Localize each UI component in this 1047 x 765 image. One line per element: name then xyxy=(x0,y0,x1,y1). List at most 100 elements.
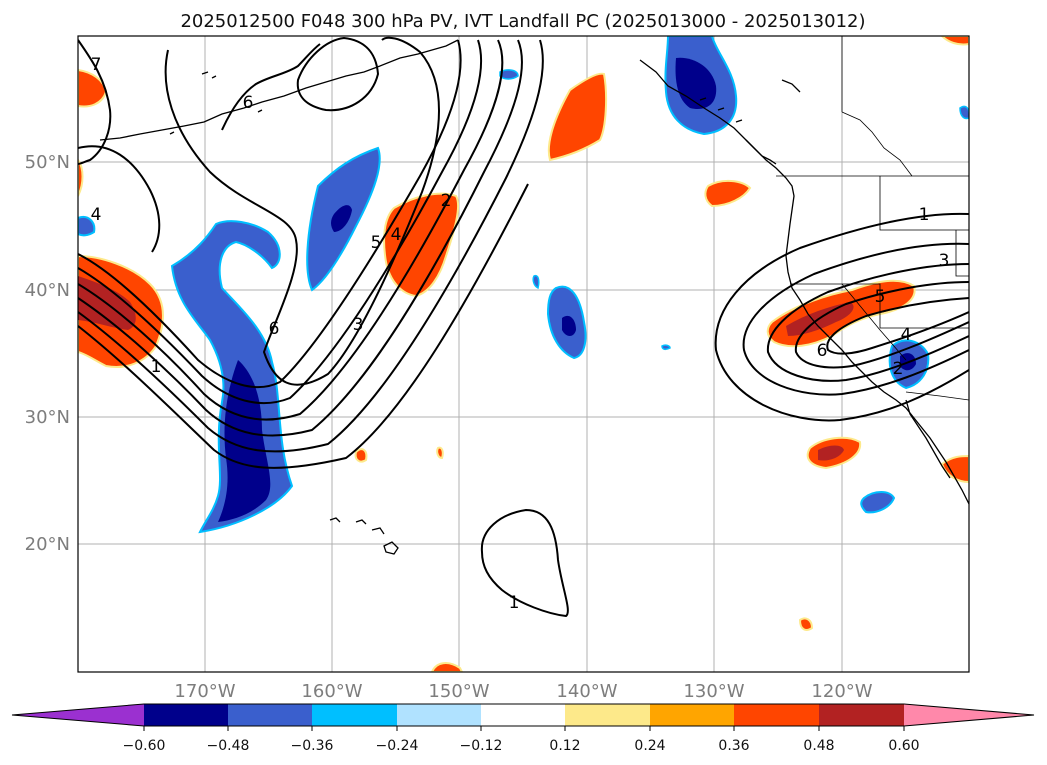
lon-label-130w: 130°W xyxy=(683,681,744,702)
contour-south-loop xyxy=(480,508,569,618)
contour-label-1-south: 1 xyxy=(509,593,520,613)
contour-east-2 xyxy=(742,242,969,396)
ivt-patch-small-3 xyxy=(798,617,814,631)
state-border-3 xyxy=(955,230,969,277)
alaska-peninsula-coast xyxy=(99,65,381,141)
contour-trough-5 xyxy=(78,39,544,453)
colorbar-bin-6 xyxy=(565,704,650,726)
contour-label-6-trough: 6 xyxy=(269,319,280,339)
colorbar-tick-label: 0.60 xyxy=(888,738,919,754)
contour-label-3-trough: 3 xyxy=(353,315,364,335)
vancouver-island xyxy=(745,139,777,165)
lon-label-160w: 160°W xyxy=(301,681,362,702)
map-border xyxy=(77,35,970,673)
pv-patch-small-4 xyxy=(959,105,969,120)
colorbar-tick-label: 0.48 xyxy=(803,738,834,754)
contour-label-6-east: 6 xyxy=(817,341,828,361)
colorbar-bin-5 xyxy=(481,704,565,726)
ivt-patch-southeast-core xyxy=(818,445,844,461)
colorbar-tick-label: −0.60 xyxy=(123,738,166,754)
lon-label-150w: 150°W xyxy=(428,681,489,702)
ivt-patch-small-1 xyxy=(354,448,368,463)
contour-label-2-east: 2 xyxy=(893,359,904,379)
colorbar-tick-label: 0.12 xyxy=(549,738,580,754)
alaska-coast xyxy=(379,39,459,67)
contour-trough-6 xyxy=(78,183,529,469)
contour-6-nw xyxy=(221,43,321,131)
pv-streamer-central-core xyxy=(218,360,271,522)
ivt-patch-northeast-edge xyxy=(940,36,969,46)
contour-east-4 xyxy=(794,281,969,369)
contour-label-5-central: 5 xyxy=(371,233,382,253)
pv-contours xyxy=(78,36,969,618)
contour-trough-3 xyxy=(78,39,504,421)
contour-label-4-east: 4 xyxy=(901,325,912,345)
contour-label-2-central: 2 xyxy=(441,191,452,211)
contour-label-4-central: 4 xyxy=(391,225,402,245)
pv-patch-a-core xyxy=(331,205,352,232)
colorbar-extend-low xyxy=(12,704,144,726)
pv-patch-b-core xyxy=(562,315,576,336)
colorbar-tick-label: 0.36 xyxy=(718,738,749,754)
colorbar-bin-9 xyxy=(819,704,904,726)
pv-patch-baja xyxy=(860,491,896,514)
colorbar-bin-7 xyxy=(650,704,734,726)
coastlines xyxy=(99,39,969,555)
colorbar-bin-1 xyxy=(144,704,228,726)
ivt-patch-mid-east xyxy=(704,180,752,208)
colorbar-extend-high xyxy=(904,704,1034,726)
pv-patch-small-3 xyxy=(661,344,671,351)
pv-patch-west-edge xyxy=(78,216,96,237)
mexico-border xyxy=(905,391,969,401)
contour-label-4-west: 4 xyxy=(91,205,102,225)
contour-label-3-east: 3 xyxy=(939,251,950,271)
contour-trough-4 xyxy=(78,39,523,437)
pv-patch-small-1 xyxy=(499,69,519,80)
lat-label-20n: 20°N xyxy=(25,534,70,555)
colorbar: −0.60 −0.48 −0.36 −0.24 −0.12 0.12 0.24 … xyxy=(11,703,1035,754)
state-border-5 xyxy=(841,283,907,361)
lon-label-140w: 140°W xyxy=(556,681,617,702)
contour-label-7: 7 xyxy=(91,55,102,75)
state-border-4 xyxy=(790,283,969,329)
contour-label-1-east: 1 xyxy=(919,205,930,225)
colorbar-tick-label: −0.24 xyxy=(376,738,419,754)
ivt-patch-north-central xyxy=(547,72,608,162)
lat-label-30n: 30°N xyxy=(25,407,70,428)
colorbar-tick-label: −0.12 xyxy=(460,738,503,754)
contour-large-loop xyxy=(164,36,440,386)
ivt-patch-small-2 xyxy=(436,446,444,460)
colorbar-bin-4 xyxy=(397,704,481,726)
contour-east-1 xyxy=(714,212,969,422)
baja-coast xyxy=(905,399,951,479)
map-title: 2025012500 F048 300 hPa PV, IVT Landfall… xyxy=(180,11,865,32)
contour-east-3 xyxy=(766,263,969,382)
pacific-northwest-coast xyxy=(639,59,969,505)
state-border-2 xyxy=(841,111,913,177)
contour-inner-west xyxy=(78,39,112,165)
contour-label-1-west: 1 xyxy=(151,357,162,377)
bc-coast-islands xyxy=(699,79,801,123)
contour-east-5 xyxy=(826,297,969,355)
contour-label-5-east: 5 xyxy=(875,287,886,307)
ivt-patch-south xyxy=(430,662,464,672)
longitude-labels: 170°W 160°W 150°W 140°W 130°W 120°W xyxy=(174,681,872,702)
colorbar-tick-marks xyxy=(143,726,905,731)
state-border-1 xyxy=(879,176,969,231)
lat-label-50n: 50°N xyxy=(25,152,70,173)
contour-east-loop xyxy=(296,36,380,112)
lon-label-170w: 170°W xyxy=(174,681,235,702)
colorbar-bin-8 xyxy=(734,704,819,726)
contour-west-1 xyxy=(78,145,161,253)
contour-label-6-nw: 6 xyxy=(243,93,254,113)
lat-label-40n: 40°N xyxy=(25,280,70,301)
ivt-patch-east-edge xyxy=(940,454,969,484)
hawaii-islands xyxy=(329,517,399,555)
ivt-patch-central xyxy=(383,192,460,298)
colorbar-tick-label: 0.24 xyxy=(634,738,665,754)
contour-trough-1 xyxy=(78,39,462,389)
colorbar-tick-label: −0.36 xyxy=(291,738,334,754)
colorbar-bin-3 xyxy=(312,704,397,726)
map-panel: 7 6 4 5 4 2 6 3 1 1 3 5 4 6 2 1 xyxy=(77,35,970,673)
